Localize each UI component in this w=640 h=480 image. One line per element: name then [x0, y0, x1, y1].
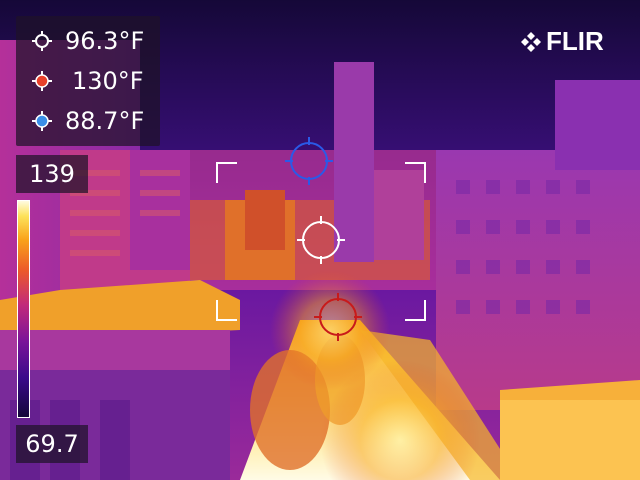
cold-spot-icon	[32, 111, 52, 131]
flir-diamond-icon	[521, 31, 541, 52]
crosshair-icon	[32, 31, 52, 51]
measurement-readout-panel: 96.3°F 130°F 88.7°F	[16, 16, 160, 146]
flir-brand-text: FLIR	[546, 26, 604, 56]
flir-logo: FLIR	[520, 26, 604, 57]
cold-spot-value: 88.7°F	[65, 107, 145, 135]
hot-spot-marker[interactable]	[314, 293, 362, 341]
cold-spot-readout[interactable]: 88.7°F	[16, 101, 160, 141]
spot-meter-readout[interactable]: 96.3°F	[16, 21, 160, 61]
scale-max-label[interactable]: 139	[16, 155, 88, 193]
spot-meter-value: 96.3°F	[65, 27, 145, 55]
measurement-box[interactable]	[216, 162, 426, 321]
temperature-scale-bar	[17, 200, 30, 418]
cold-spot-marker[interactable]	[285, 137, 333, 185]
hot-spot-value: 130°F	[72, 67, 144, 95]
hot-spot-icon	[32, 71, 52, 91]
spot-meter-marker[interactable]	[297, 216, 345, 264]
hot-spot-readout[interactable]: 130°F	[16, 61, 160, 101]
scale-min-label[interactable]: 69.7	[16, 425, 88, 463]
